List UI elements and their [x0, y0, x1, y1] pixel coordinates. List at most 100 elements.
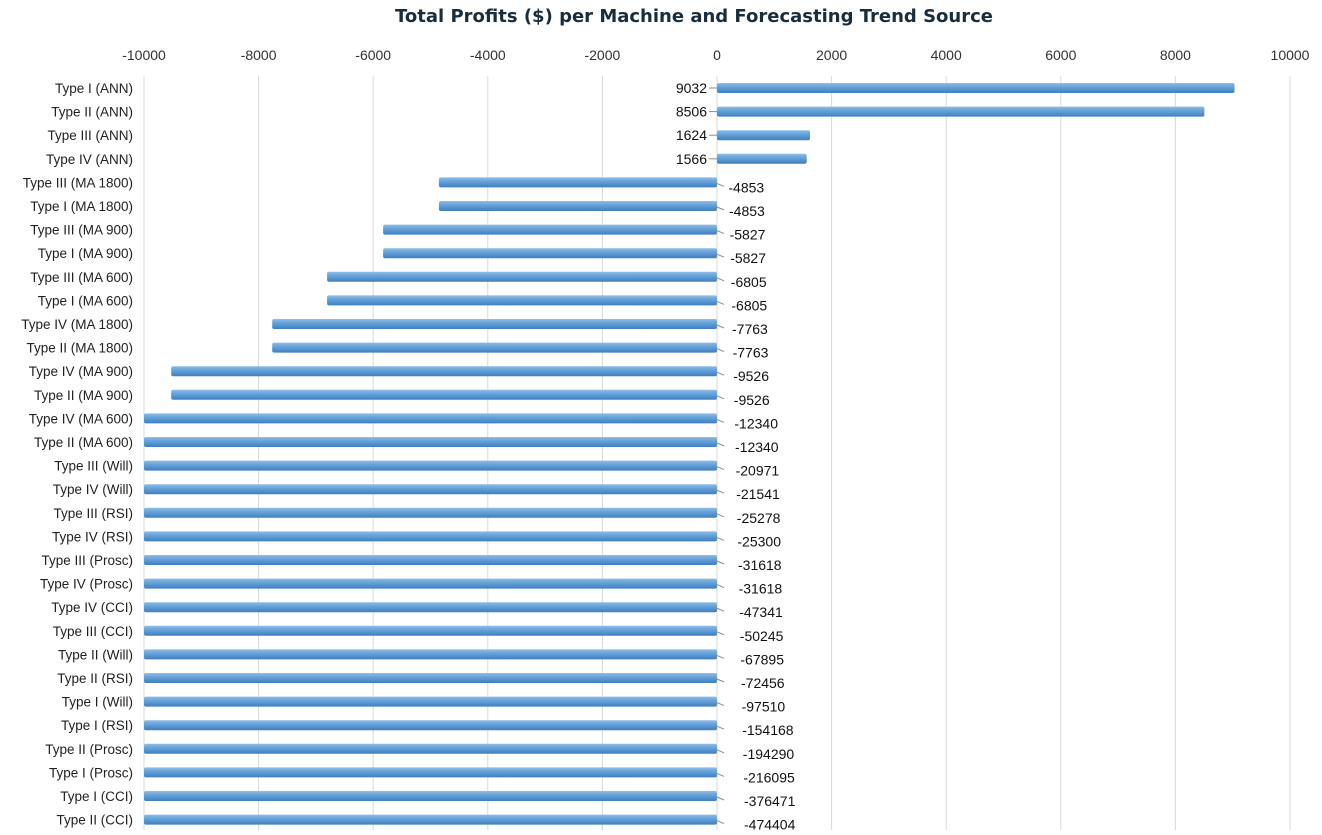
x-tick-label: 4000	[931, 47, 962, 63]
category-label: Type IV (ANN)	[46, 152, 133, 167]
leader-line	[716, 371, 725, 376]
data-label: -5827	[730, 250, 766, 266]
leader-line	[716, 654, 725, 659]
leader-line	[716, 725, 725, 730]
data-label: -216095	[743, 769, 795, 785]
leader-line	[716, 489, 725, 494]
category-label: Type II (ANN)	[51, 105, 133, 120]
bar	[144, 791, 717, 801]
bar	[144, 673, 717, 683]
category-label: Type III (RSI)	[53, 506, 133, 521]
category-label: Type II (RSI)	[57, 671, 133, 686]
leader-line	[716, 418, 725, 423]
leader-line	[716, 277, 725, 282]
leader-line	[716, 796, 725, 801]
bar	[144, 531, 717, 542]
bar	[144, 413, 717, 424]
bar	[272, 319, 717, 329]
leader-line	[716, 300, 725, 305]
data-label: -376471	[744, 793, 796, 809]
leader-line	[716, 324, 725, 329]
label-leaders	[709, 87, 725, 825]
category-label: Type IV (RSI)	[52, 529, 133, 544]
bar	[717, 106, 1205, 117]
leader-line	[716, 702, 725, 707]
category-label: Type II (MA 600)	[34, 435, 133, 450]
category-label: Type I (CCI)	[60, 789, 133, 804]
data-label: -21541	[736, 486, 780, 502]
bar	[438, 177, 717, 188]
category-label: Type I (MA 600)	[38, 293, 133, 308]
bar	[144, 484, 717, 495]
category-label: Type IV (Will)	[53, 482, 133, 497]
leader-line	[716, 513, 725, 518]
category-label: Type III (MA 600)	[30, 270, 133, 285]
bar	[144, 696, 717, 707]
category-label: Type I (MA 1800)	[30, 199, 133, 214]
bar	[144, 578, 717, 589]
bar	[717, 130, 811, 141]
data-label: -67895	[740, 651, 784, 667]
category-label: Type III (ANN)	[47, 128, 133, 143]
x-tick-label: -10000	[122, 47, 166, 63]
category-label: Type III (MA 900)	[30, 223, 133, 238]
leader-line	[716, 560, 725, 565]
bar	[171, 389, 717, 400]
bar	[144, 767, 717, 778]
category-label: Type II (CCI)	[56, 813, 133, 828]
leader-line	[716, 536, 725, 541]
leader-line	[716, 466, 725, 471]
data-label: -31618	[738, 557, 782, 573]
category-label: Type III (MA 1800)	[23, 175, 133, 190]
category-label: Type IV (CCI)	[51, 600, 133, 615]
data-label: -5827	[730, 227, 766, 243]
leader-line	[716, 253, 725, 258]
leader-line	[716, 584, 725, 589]
bar	[438, 201, 717, 211]
data-label: 9032	[676, 80, 707, 96]
data-label: -7763	[732, 321, 768, 337]
category-label: Type III (Prosc)	[41, 553, 133, 568]
x-tick-label: 10000	[1271, 47, 1310, 63]
category-label: Type III (Will)	[54, 459, 133, 474]
data-label: -12340	[734, 415, 778, 431]
leader-line	[716, 395, 725, 400]
x-tick-label: -4000	[470, 47, 506, 63]
data-label: -9526	[733, 368, 769, 384]
data-label: -7763	[733, 345, 769, 361]
bar	[171, 366, 717, 377]
bar	[144, 720, 717, 731]
category-label: Type I (ANN)	[55, 81, 133, 96]
data-label: -6805	[731, 274, 767, 290]
category-label: Type II (Prosc)	[45, 742, 133, 757]
data-label: -154168	[742, 722, 794, 738]
x-tick-label: -8000	[241, 47, 277, 63]
x-tick-label: 8000	[1160, 47, 1191, 63]
leader-line	[716, 607, 725, 612]
x-tick-label: 2000	[816, 47, 847, 63]
data-label: -72456	[741, 675, 785, 691]
data-label: 1566	[676, 151, 707, 167]
bar	[144, 555, 717, 565]
leader-line	[716, 442, 725, 447]
category-label: Type IV (MA 600)	[29, 411, 133, 426]
bar	[327, 295, 717, 306]
category-label: Type III (CCI)	[53, 624, 133, 639]
bar	[144, 743, 717, 754]
data-label: -20971	[736, 463, 780, 479]
bar	[144, 602, 717, 613]
category-label: Type IV (Prosc)	[40, 577, 133, 592]
category-label: Type I (Will)	[62, 695, 133, 710]
x-tick-label: -2000	[584, 47, 620, 63]
category-label: Type I (RSI)	[61, 718, 133, 733]
bar	[144, 437, 717, 447]
data-label: 8506	[676, 104, 707, 120]
data-label: -474404	[744, 817, 796, 833]
data-label: -6805	[731, 297, 767, 313]
bars	[144, 83, 1235, 825]
bar	[383, 248, 717, 259]
data-label: -31618	[739, 581, 783, 597]
data-label: -97510	[742, 699, 786, 715]
gridlines	[143, 76, 1291, 830]
leader-line	[716, 182, 725, 187]
